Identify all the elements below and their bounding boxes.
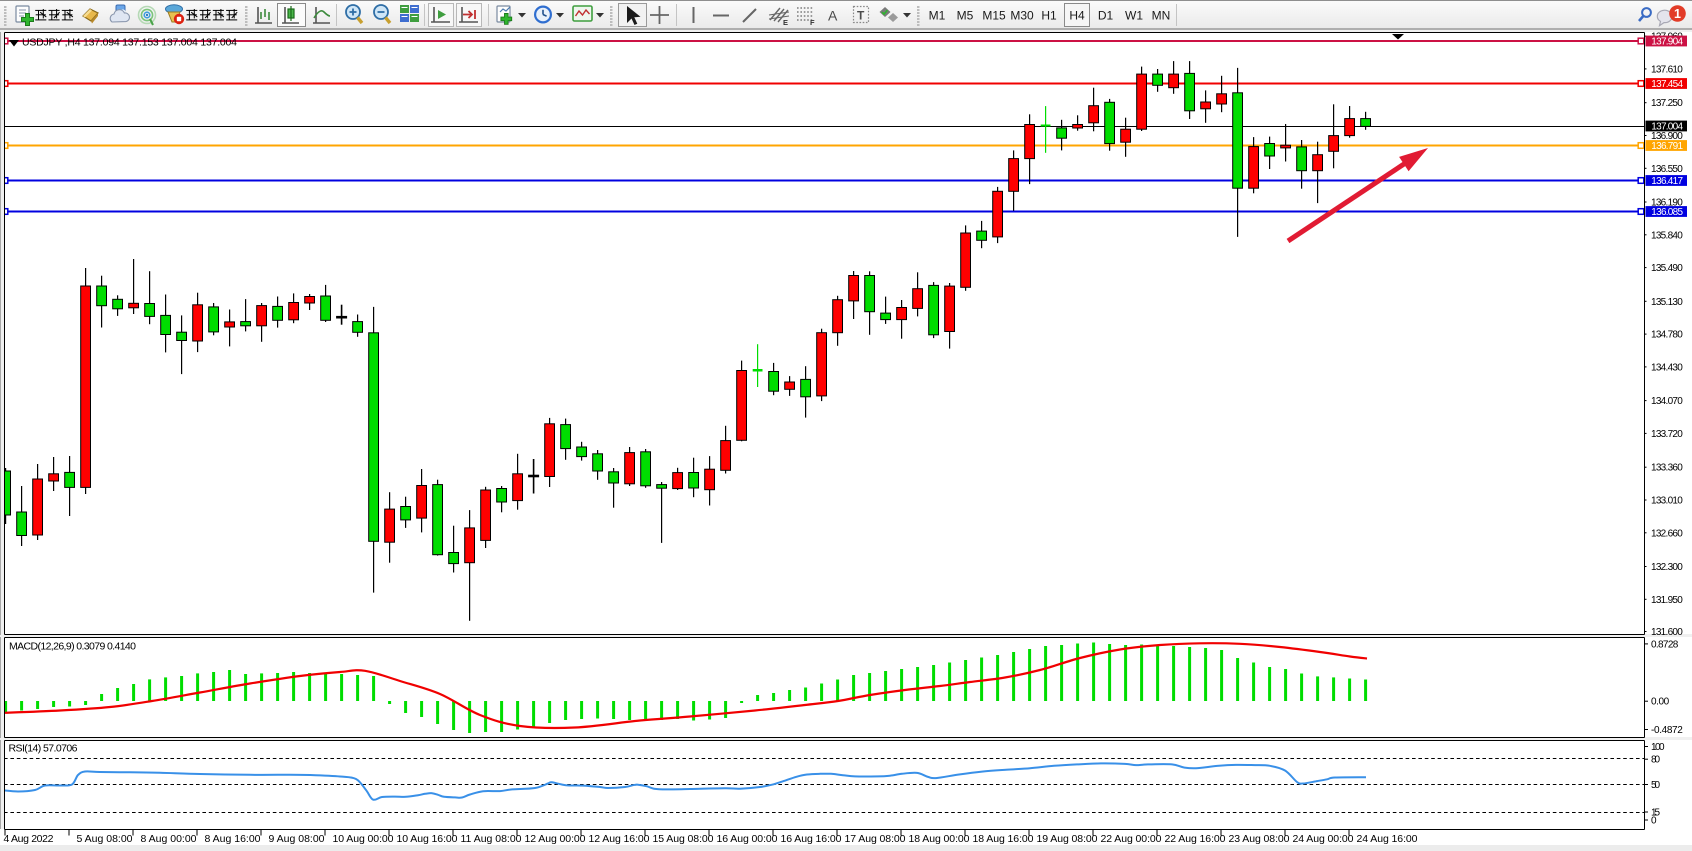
svg-text:131.600: 131.600 xyxy=(1651,627,1683,638)
svg-text:9 Aug 08:00: 9 Aug 08:00 xyxy=(269,833,325,845)
svg-text:132.300: 132.300 xyxy=(1651,562,1683,573)
svg-text:1: 1 xyxy=(1674,7,1681,21)
svg-text:137.904: 137.904 xyxy=(1651,37,1683,48)
svg-text:135.130: 135.130 xyxy=(1651,297,1683,308)
svg-text:0.8728: 0.8728 xyxy=(1651,639,1679,650)
svg-text:0.00: 0.00 xyxy=(1651,697,1670,708)
svg-text:133.720: 133.720 xyxy=(1651,429,1683,440)
svg-text:8 Aug 00:00: 8 Aug 00:00 xyxy=(141,833,197,845)
svg-text:137.610: 137.610 xyxy=(1651,64,1683,75)
svg-text:137.004: 137.004 xyxy=(1651,122,1683,133)
svg-text:D1: D1 xyxy=(1098,9,1114,23)
svg-text:-0.4872: -0.4872 xyxy=(1651,725,1683,736)
svg-text:23 Aug 08:00: 23 Aug 08:00 xyxy=(1229,833,1290,845)
svg-text:136.085: 136.085 xyxy=(1651,207,1683,218)
svg-text:18 Aug 00:00: 18 Aug 00:00 xyxy=(909,833,970,845)
svg-text:131.950: 131.950 xyxy=(1651,595,1683,606)
svg-text:16 Aug 16:00: 16 Aug 16:00 xyxy=(781,833,842,845)
svg-text:136.190: 136.190 xyxy=(1651,198,1683,209)
svg-text:134.780: 134.780 xyxy=(1651,330,1683,341)
svg-text:USDJPY ,H4 137.094 137.153 137: USDJPY ,H4 137.094 137.153 137.004 137.0… xyxy=(22,37,237,49)
svg-text:M15: M15 xyxy=(982,9,1006,23)
svg-text:80: 80 xyxy=(1651,755,1661,766)
svg-text:M5: M5 xyxy=(957,9,974,23)
svg-text:10 Aug 00:00: 10 Aug 00:00 xyxy=(333,833,394,845)
svg-text:19 Aug 08:00: 19 Aug 08:00 xyxy=(1037,833,1098,845)
svg-text:E: E xyxy=(783,18,788,27)
svg-text:H1: H1 xyxy=(1041,9,1057,23)
svg-text:135.840: 135.840 xyxy=(1651,230,1683,241)
svg-text:136.900: 136.900 xyxy=(1651,131,1683,142)
svg-text:5 Aug 08:00: 5 Aug 08:00 xyxy=(77,833,133,845)
svg-text:24 Aug 00:00: 24 Aug 00:00 xyxy=(1293,833,1354,845)
svg-text:100: 100 xyxy=(1651,742,1665,753)
svg-text:H4: H4 xyxy=(1069,9,1085,23)
svg-text:137.454: 137.454 xyxy=(1651,79,1683,90)
svg-text:24 Aug 16:00: 24 Aug 16:00 xyxy=(1357,833,1418,845)
svg-text:136.550: 136.550 xyxy=(1651,164,1683,175)
svg-text:11 Aug 08:00: 11 Aug 08:00 xyxy=(461,833,522,845)
svg-text:134.430: 134.430 xyxy=(1651,362,1683,373)
svg-text:F: F xyxy=(810,18,815,27)
svg-text:M1: M1 xyxy=(929,9,946,23)
svg-text:136.417: 136.417 xyxy=(1651,176,1683,187)
svg-text:8 Aug 16:00: 8 Aug 16:00 xyxy=(205,833,261,845)
svg-text:16 Aug 00:00: 16 Aug 00:00 xyxy=(717,833,778,845)
svg-text:15 Aug 08:00: 15 Aug 08:00 xyxy=(653,833,714,845)
svg-text:22 Aug 16:00: 22 Aug 16:00 xyxy=(1165,833,1226,845)
svg-text:133.360: 133.360 xyxy=(1651,463,1683,474)
svg-text:RSI(14) 57.0706: RSI(14) 57.0706 xyxy=(9,743,78,755)
svg-text:12 Aug 16:00: 12 Aug 16:00 xyxy=(589,833,650,845)
svg-text:12 Aug 00:00: 12 Aug 00:00 xyxy=(525,833,586,845)
svg-text:22 Aug 00:00: 22 Aug 00:00 xyxy=(1101,833,1162,845)
svg-text:134.070: 134.070 xyxy=(1651,396,1683,407)
svg-text:W1: W1 xyxy=(1125,9,1143,23)
svg-text:136.791: 136.791 xyxy=(1651,141,1683,152)
svg-text:135.490: 135.490 xyxy=(1651,263,1683,274)
svg-text:15: 15 xyxy=(1651,808,1661,819)
svg-text:0: 0 xyxy=(1651,816,1657,827)
svg-text:10 Aug 16:00: 10 Aug 16:00 xyxy=(397,833,458,845)
svg-text:133.010: 133.010 xyxy=(1651,496,1683,507)
svg-text:A: A xyxy=(828,8,838,24)
svg-text:50: 50 xyxy=(1651,780,1661,791)
svg-text:132.660: 132.660 xyxy=(1651,528,1683,539)
svg-text:M30: M30 xyxy=(1010,9,1034,23)
svg-text:17 Aug 08:00: 17 Aug 08:00 xyxy=(845,833,906,845)
svg-text:MACD(12,26,9) 0.3079 0.4140: MACD(12,26,9) 0.3079 0.4140 xyxy=(9,641,136,653)
svg-text:137.250: 137.250 xyxy=(1651,98,1683,109)
svg-text:T: T xyxy=(857,9,865,23)
svg-text:MN: MN xyxy=(1152,9,1171,23)
svg-text:18 Aug 16:00: 18 Aug 16:00 xyxy=(973,833,1034,845)
svg-text:4 Aug 2022: 4 Aug 2022 xyxy=(4,833,54,845)
